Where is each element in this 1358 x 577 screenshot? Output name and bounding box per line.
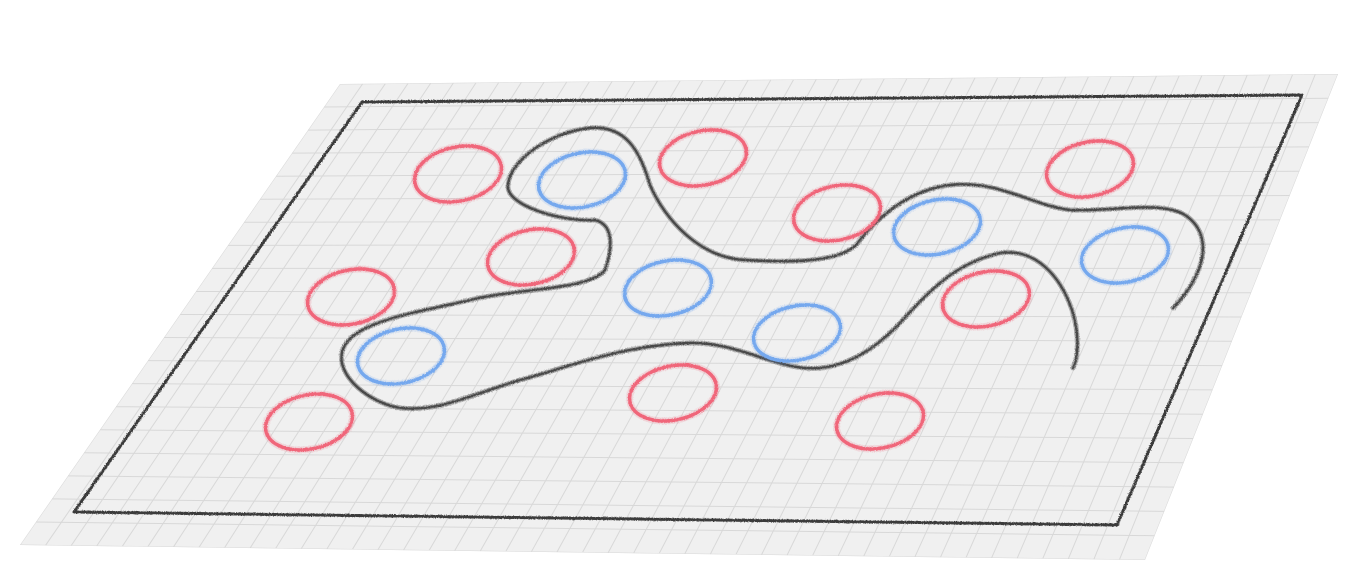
blue-data-point [1079, 225, 1171, 285]
red-data-point [485, 227, 577, 287]
grid-line [179, 314, 1242, 318]
grid-line [323, 97, 1329, 108]
grid-line [291, 146, 1310, 154]
blue-data-point [622, 258, 714, 318]
grid-line [99, 429, 1194, 439]
grid-line [243, 219, 1281, 223]
grid-line [163, 337, 1232, 342]
grid-line [115, 406, 1203, 415]
grid-line [131, 383, 1213, 391]
grid-line [67, 475, 1174, 488]
red-data-point [263, 392, 355, 452]
grid-line [35, 521, 1155, 537]
red-data-point [834, 391, 926, 451]
red-data-point [412, 144, 504, 204]
red-data-point [940, 269, 1032, 329]
blue-data-point [536, 150, 628, 210]
grid-line [83, 452, 1184, 464]
blue-data-point [355, 326, 447, 386]
blue-data-point [751, 303, 843, 363]
blue-data-point [891, 197, 983, 257]
data-points-group [262, 126, 1172, 454]
decision-boundary-group [338, 125, 1206, 412]
red-data-point [305, 267, 397, 327]
red-data-point [657, 128, 749, 188]
grid-line [195, 290, 1252, 294]
red-data-point [1044, 139, 1136, 199]
grid-sheet [20, 74, 1338, 560]
grid-line [51, 498, 1165, 512]
red-data-point [627, 363, 719, 423]
red-data-point [791, 183, 883, 243]
grid-line [307, 122, 1319, 131]
grid-line [20, 544, 1146, 560]
grid-line [227, 243, 1271, 246]
plot-frame [72, 93, 1304, 527]
decision-boundary-curve-core [340, 126, 1205, 410]
